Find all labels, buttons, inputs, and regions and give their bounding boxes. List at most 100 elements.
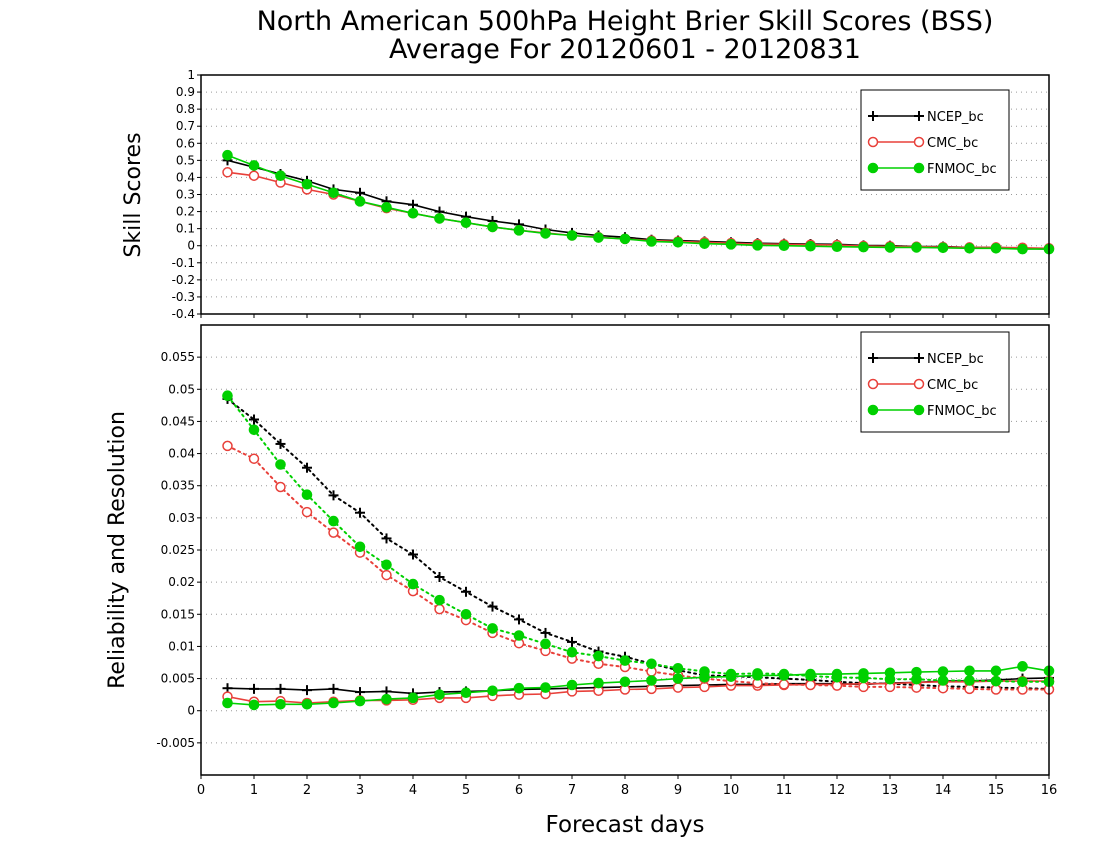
data-point-FNMOC_bc — [699, 238, 710, 249]
data-point-FNMOC_bc — [487, 221, 498, 233]
y-tick-label: 0 — [187, 239, 195, 253]
data-point-FNMOC_bc — [778, 240, 790, 252]
data-point-NCEP_bc — [567, 636, 577, 647]
data-point-FNMOC_bc — [540, 638, 551, 650]
data-point-FNMOC_bc — [301, 489, 313, 501]
data-point-FNMOC_bc — [434, 689, 445, 700]
data-point-CMC_bc — [381, 569, 392, 581]
legend-marker-NCEP_bc — [914, 353, 924, 363]
data-point-FNMOC_bc — [1017, 676, 1028, 688]
legend-marker-CMC_bc — [867, 378, 879, 390]
legend-marker-CMC_bc — [913, 378, 925, 390]
data-point-FNMOC_bc — [858, 241, 869, 253]
data-point-FNMOC_bc — [805, 240, 816, 252]
x-tick-label: 6 — [515, 783, 523, 798]
data-point-FNMOC_bc — [990, 665, 1002, 677]
data-point-FNMOC_bc — [937, 675, 949, 686]
x-tick-label: 15 — [988, 783, 1005, 798]
y-tick-label: 0.9 — [176, 85, 195, 99]
data-point-FNMOC_bc — [725, 668, 737, 680]
plot-border — [200, 324, 1050, 776]
data-point-CMC_bc — [275, 481, 286, 493]
legend: NCEP_bc CMC_bc FNMOC_bc — [860, 331, 1010, 433]
data-point-FNMOC_bc — [725, 239, 737, 250]
legend-marker-NCEP_bc — [868, 111, 878, 121]
x-tick-label: 3 — [356, 783, 364, 798]
y-tick-label: 0.1 — [176, 222, 195, 236]
data-point-FNMOC_bc — [672, 237, 684, 248]
data-point-FNMOC_bc — [911, 242, 922, 253]
y-tick-label: 0.03 — [168, 511, 195, 525]
data-point-CMC_bc — [248, 170, 260, 181]
plot-border — [200, 74, 1050, 315]
legend-marker-FNMOC_bc — [913, 162, 925, 174]
y-tick-label: -0.1 — [172, 256, 195, 270]
data-point-NCEP_bc — [328, 683, 339, 694]
data-point-FNMOC_bc — [354, 196, 366, 207]
legend-label-NCEP_bc: NCEP_bc — [927, 352, 984, 367]
data-point-NCEP_bc — [381, 533, 392, 544]
data-point-NCEP_bc — [514, 614, 524, 625]
data-point-FNMOC_bc — [752, 668, 763, 679]
data-point-FNMOC_bc — [593, 650, 604, 662]
data-point-FNMOC_bc — [328, 515, 339, 527]
y-tick-label: 0.7 — [176, 119, 195, 133]
y-tick-label: 0.045 — [161, 414, 195, 428]
data-point-FNMOC_bc — [593, 677, 604, 689]
skill-scores-panel: -0.4 -0.3 -0.2 -0.1 0 0.1 0.2 0.3 0.4 0.5 0.6 0.7 0.… — [172, 68, 1055, 321]
legend-marker-CMC_bc — [913, 136, 925, 148]
data-point-FNMOC_bc — [540, 682, 551, 693]
data-point-FNMOC_bc — [540, 228, 551, 239]
y-tick-label: 0.8 — [176, 102, 195, 116]
y-tick-label: 0.02 — [168, 575, 195, 589]
legend-label-CMC_bc: CMC_bc — [927, 136, 978, 151]
data-point-FNMOC_bc — [407, 207, 419, 219]
legend: NCEP_bc CMC_bc FNMOC_bc — [860, 89, 1010, 191]
data-point-FNMOC_bc — [434, 213, 445, 224]
data-point-FNMOC_bc — [1017, 243, 1028, 255]
data-point-CMC_bc — [434, 603, 445, 615]
x-tick-label: 8 — [621, 783, 629, 798]
data-point-FNMOC_bc — [619, 676, 631, 688]
data-point-FNMOC_bc — [1017, 661, 1028, 672]
chart-title: North American 500hPa Height Brier Skill… — [257, 6, 994, 37]
y-tick-label: 0.2 — [176, 205, 195, 219]
data-point-FNMOC_bc — [831, 241, 843, 253]
data-point-FNMOC_bc — [407, 692, 419, 704]
data-point-FNMOC_bc — [301, 698, 313, 710]
data-point-NCEP_bc — [249, 683, 259, 694]
data-point-FNMOC_bc — [328, 697, 339, 709]
data-point-CMC_bc — [858, 681, 869, 693]
data-point-FNMOC_bc — [513, 682, 525, 694]
legend-box — [860, 89, 1010, 191]
x-tick-label: 0 — [197, 783, 205, 798]
data-point-FNMOC_bc — [964, 675, 975, 686]
legend-marker-CMC_bc — [867, 136, 879, 148]
data-point-NCEP_bc — [434, 572, 445, 582]
data-point-FNMOC_bc — [513, 225, 525, 236]
y-tick-label: -0.2 — [172, 273, 195, 287]
data-point-FNMOC_bc — [381, 202, 392, 213]
data-point-FNMOC_bc — [222, 149, 233, 161]
data-point-FNMOC_bc — [964, 665, 975, 677]
reliability-resolution-ylabel: Reliability and Resolution — [105, 411, 130, 689]
data-point-FNMOC_bc — [937, 242, 949, 254]
data-point-FNMOC_bc — [884, 673, 896, 685]
y-tick-label: 0.3 — [176, 188, 195, 202]
y-tick-label: 0 — [187, 704, 195, 718]
x-tick-label: 5 — [462, 783, 470, 798]
data-point-FNMOC_bc — [275, 170, 286, 182]
data-point-FNMOC_bc — [646, 675, 657, 686]
legend-label-CMC_bc: CMC_bc — [927, 378, 978, 393]
data-point-FNMOC_bc — [884, 242, 896, 253]
data-point-FNMOC_bc — [646, 658, 657, 670]
legend-marker-FNMOC_bc — [913, 404, 925, 416]
y-tick-label: -0.3 — [172, 290, 195, 304]
data-point-NCEP_bc — [487, 601, 498, 612]
x-tick-label: 14 — [935, 783, 952, 798]
data-point-FNMOC_bc — [460, 217, 472, 228]
legend-marker-FNMOC_bc — [867, 162, 879, 174]
data-point-NCEP_bc — [355, 507, 365, 518]
data-point-FNMOC_bc — [964, 242, 975, 254]
